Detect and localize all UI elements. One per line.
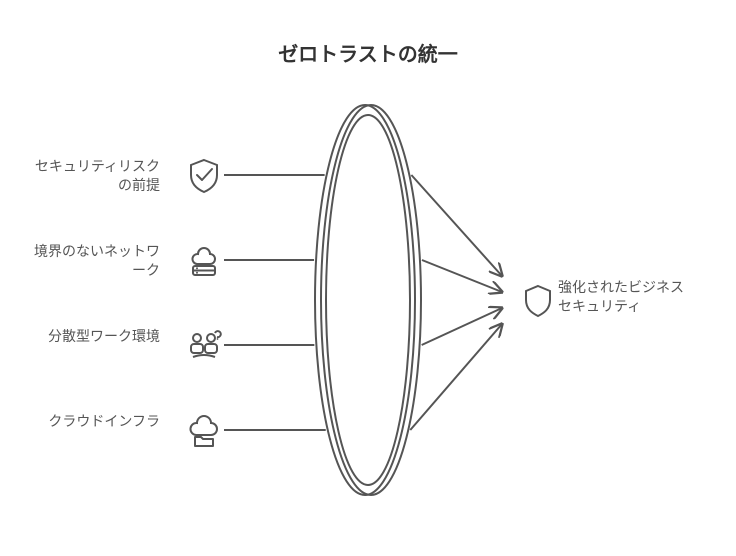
people-group-icon: [191, 331, 221, 357]
diagram-title: ゼロトラストの統一: [0, 38, 736, 67]
shield-check-icon: [191, 160, 217, 192]
connector-right-3: [410, 324, 502, 430]
left-label-work: 分散型ワーク環境: [30, 327, 160, 346]
cloud-server-icon: [192, 248, 215, 275]
left-label-cloud: クラウドインフラ: [30, 412, 160, 431]
connector-right-0: [411, 175, 502, 276]
left-label-risk: セキュリティリスクの前提: [30, 157, 160, 195]
connector-right-2: [422, 308, 502, 345]
left-label-network: 境界のないネットワーク: [30, 242, 160, 280]
connector-right-1: [422, 260, 502, 292]
right-label-result: 強化されたビジネスセキュリティ: [558, 278, 688, 316]
lens-icon: [315, 105, 421, 495]
shield-icon: [526, 286, 550, 316]
cloud-folder-icon: [190, 416, 217, 446]
